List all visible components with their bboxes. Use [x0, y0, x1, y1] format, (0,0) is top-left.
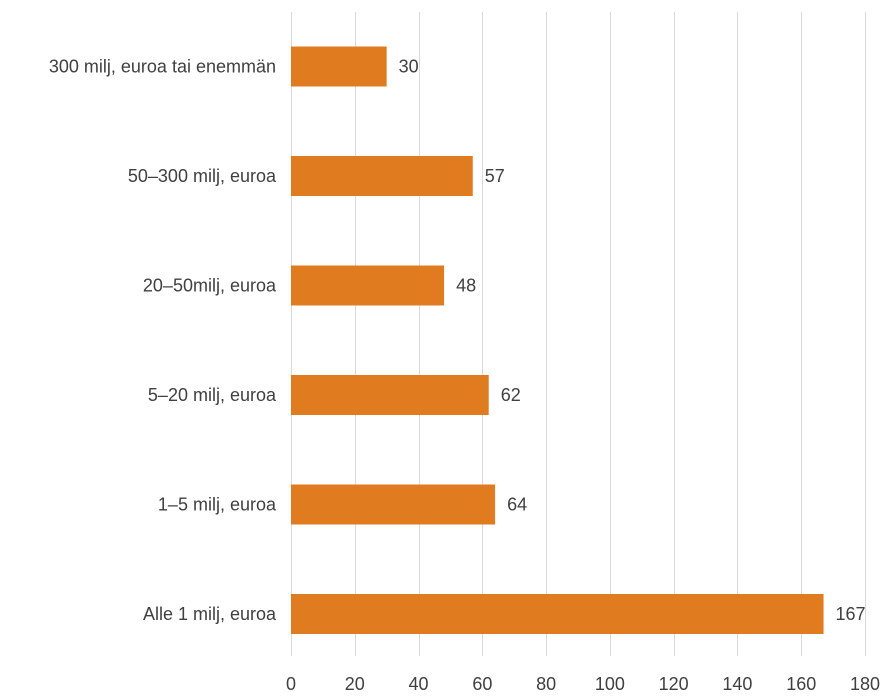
category-label-0: 300 milj, euroa tai enemmän: [49, 57, 276, 77]
x-tick-label-0: 0: [286, 674, 296, 694]
bar-0: [291, 46, 387, 87]
data-label-3: 62: [501, 385, 521, 405]
data-label-0: 30: [399, 57, 419, 77]
bar-1: [291, 156, 473, 196]
data-label-4: 64: [507, 495, 527, 515]
bars: [291, 46, 824, 634]
category-label-4: 1–5 milj, euroa: [158, 495, 277, 515]
category-label-5: Alle 1 milj, euroa: [143, 604, 277, 624]
x-tick-label-40: 40: [409, 674, 429, 694]
x-tick-label-120: 120: [659, 674, 689, 694]
x-tick-label-180: 180: [850, 674, 880, 694]
data-label-1: 57: [485, 166, 505, 186]
x-tick-label-160: 160: [786, 674, 816, 694]
category-labels: 300 milj, euroa tai enemmän 50–300 milj, …: [49, 57, 277, 625]
category-label-2: 20–50milj, euroa: [143, 276, 277, 296]
category-label-1: 50–300 milj, euroa: [128, 166, 277, 186]
x-tick-label-80: 80: [536, 674, 556, 694]
bar-4: [291, 484, 496, 525]
bar-5: [291, 594, 824, 634]
x-axis-tick-labels: 0 20 40 60 80 100 120 140 160 180: [286, 674, 880, 694]
data-label-5: 167: [836, 604, 866, 624]
x-tick-label-140: 140: [722, 674, 752, 694]
grid-lines: [291, 12, 866, 656]
x-tick-label-100: 100: [595, 674, 625, 694]
data-label-2: 48: [456, 276, 476, 296]
category-label-3: 5–20 milj, euroa: [148, 385, 277, 405]
bar-3: [291, 375, 489, 415]
bar-2: [291, 265, 445, 306]
x-tick-label-20: 20: [345, 674, 365, 694]
data-labels: 30 57 48 62 64 167: [399, 57, 866, 625]
x-tick-label-60: 60: [472, 674, 492, 694]
